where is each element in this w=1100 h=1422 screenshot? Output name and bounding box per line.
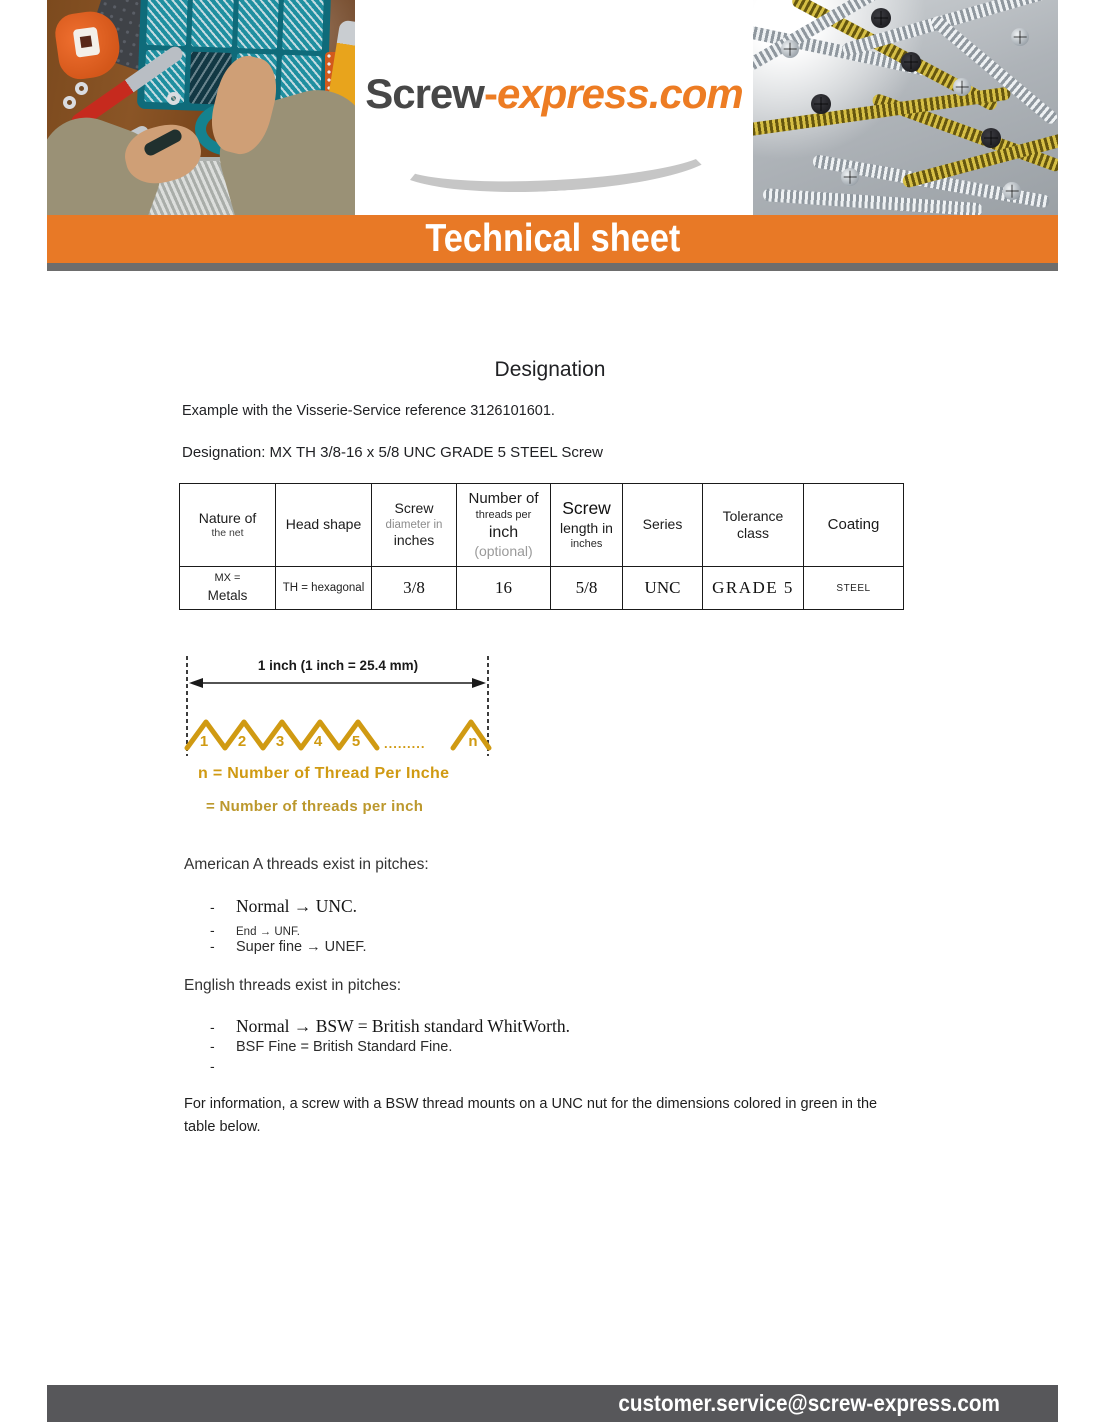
cell-coating: STEEL bbox=[803, 566, 904, 610]
table-header-row: Nature of the net Head shape Screw diame… bbox=[179, 483, 904, 567]
designation-table: Nature of the net Head shape Screw diame… bbox=[179, 483, 904, 610]
arrowhead-right bbox=[472, 678, 486, 688]
col-header-length: Screw length in inches bbox=[550, 483, 623, 567]
list-item: - BSF Fine = British Standard Fine. bbox=[210, 1038, 453, 1055]
tick-4: 4 bbox=[314, 733, 323, 750]
cell-diameter: 3/8 bbox=[371, 566, 457, 610]
dimension-label: 1 inch (1 inch = 25.4 mm) bbox=[258, 658, 418, 673]
cell-tolerance: GRADE 5 bbox=[702, 566, 804, 610]
col-header-tolerance: Tolerance class bbox=[702, 483, 804, 567]
list-item: - End → UNF. bbox=[210, 922, 300, 938]
tick-n: n bbox=[468, 733, 477, 750]
tick-3: 3 bbox=[276, 733, 284, 750]
logo-text-express: express.com bbox=[496, 70, 744, 117]
american-threads-title: American A threads exist in pitches: bbox=[184, 856, 429, 873]
title-banner: Technical sheet bbox=[47, 215, 1058, 263]
banner-title: Technical sheet bbox=[425, 217, 680, 260]
col-header-diameter: Screw diameter in inches bbox=[371, 483, 457, 567]
threads-per-inch-caption: n = Number of Thread Per Inche bbox=[198, 765, 450, 782]
example-line: Example with the Visserie-Service refere… bbox=[182, 403, 555, 419]
silver-screw-head bbox=[781, 40, 799, 58]
info-paragraph: For information, a screw with a BSW thre… bbox=[184, 1096, 878, 1136]
workbench-photo bbox=[47, 0, 355, 215]
footer-bar: customer.service@screw-express.com bbox=[47, 1385, 1058, 1422]
cell-nature: MX = Metals bbox=[179, 566, 276, 610]
black-screw-head bbox=[901, 52, 921, 72]
arrowhead-left bbox=[189, 678, 203, 688]
black-screw-head bbox=[811, 94, 831, 114]
customer-service-email: customer.service@screw-express.com bbox=[618, 1390, 1000, 1416]
screw-pile-photo bbox=[753, 0, 1058, 215]
col-header-threads: Number of threads per inch (optional) bbox=[456, 483, 551, 567]
col-header-series: Series bbox=[622, 483, 703, 567]
page-title: Designation bbox=[494, 358, 606, 381]
black-screw-head bbox=[981, 128, 1001, 148]
tick-2: 2 bbox=[238, 733, 246, 750]
logo-hyphen: - bbox=[483, 70, 498, 117]
washer bbox=[63, 96, 76, 109]
cell-series: UNC bbox=[622, 566, 703, 610]
cell-threads: 16 bbox=[456, 566, 551, 610]
logo-swoosh bbox=[390, 115, 720, 200]
thread-zigzag-n bbox=[450, 719, 492, 751]
ellipsis-dots: ......... bbox=[384, 736, 426, 751]
black-screw-head bbox=[871, 8, 891, 28]
english-threads-title: English threads exist in pitches: bbox=[184, 977, 402, 994]
designation-line: Designation: MX TH 3/8-16 x 5/8 UNC GRAD… bbox=[182, 444, 603, 461]
silver-screw-head bbox=[953, 78, 971, 96]
site-logo: Screw-express.com bbox=[355, 70, 753, 118]
table-row: MX = Metals TH = hexagonal 3/8 16 5/8 UN… bbox=[179, 566, 904, 610]
col-header-head-shape: Head shape bbox=[275, 483, 372, 567]
logo-text-screw: Screw bbox=[365, 70, 485, 117]
list-item: - Normal → UNC. bbox=[210, 896, 358, 916]
thread-zigzag bbox=[184, 719, 380, 751]
tick-5: 5 bbox=[352, 733, 360, 750]
col-header-coating: Coating bbox=[803, 483, 904, 567]
list-item: - Normal → BSW = British standard WhitWor… bbox=[210, 1016, 570, 1036]
washer bbox=[167, 92, 180, 105]
thread-pitch-diagram: 1 inch (1 inch = 25.4 mm) 1 2 3 4 5 ....… bbox=[184, 656, 492, 756]
washer bbox=[75, 82, 88, 95]
tick-1: 1 bbox=[200, 733, 208, 750]
banner-divider bbox=[47, 263, 1058, 271]
cell-head-shape: TH = hexagonal bbox=[275, 566, 372, 610]
list-item: - Super fine → UNEF. bbox=[210, 938, 367, 955]
silver-screw-head bbox=[841, 168, 859, 186]
list-item: - bbox=[210, 1058, 215, 1074]
silver-screw-head bbox=[1003, 182, 1021, 200]
silver-screw-head bbox=[1011, 28, 1029, 46]
col-header-nature: Nature of the net bbox=[179, 483, 276, 567]
cell-length: 5/8 bbox=[550, 566, 623, 610]
threads-per-inch-caption-2: = Number of threads per inch bbox=[206, 798, 424, 815]
